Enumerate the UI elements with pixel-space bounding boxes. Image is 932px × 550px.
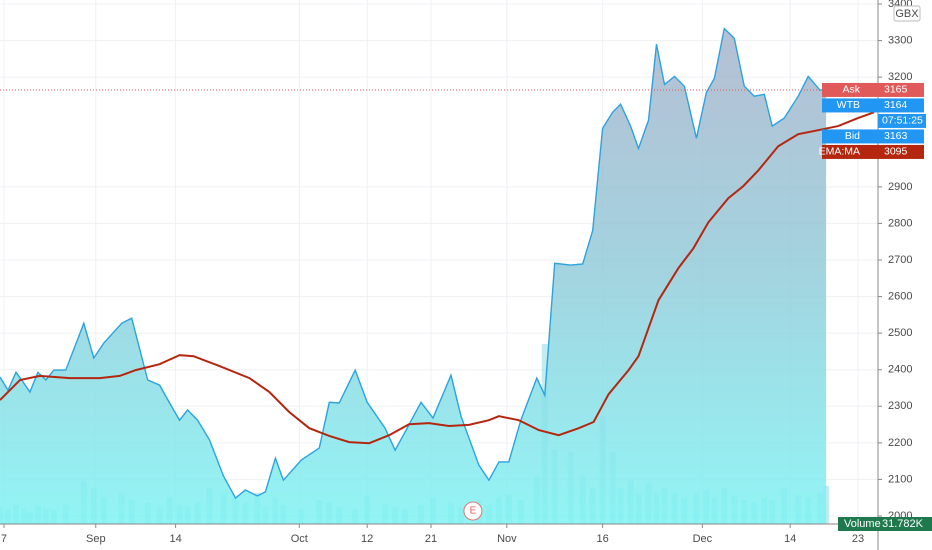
badge-name: Bid — [845, 130, 860, 142]
axes: 2000210022002300240025002600270028002900… — [1, 0, 921, 545]
volume-badge-box — [838, 517, 932, 531]
badges: Ask 3165 WTB 3164 07:51:25 Bid 3163 EMA:MA 3095 V… — [463, 82, 932, 531]
volume-bar — [823, 485, 830, 524]
badge-value: 3164 — [884, 99, 908, 111]
y-tick-label: 2700 — [888, 254, 912, 266]
x-tick-label: Dec — [693, 533, 713, 545]
y-tick-label: 2200 — [888, 437, 912, 449]
y-tick-label: 2300 — [888, 400, 912, 412]
x-tick-label: 23 — [852, 533, 864, 545]
y-tick-label: 3300 — [888, 34, 912, 46]
price-badge: Ask 3165 — [822, 82, 924, 97]
badge-value-box — [878, 129, 924, 144]
volume-badge-value: 31.782K — [882, 518, 924, 530]
y-tick-label: 2400 — [888, 364, 912, 376]
y-tick-label: 3200 — [888, 71, 912, 83]
badge-value-box — [878, 144, 924, 159]
x-tick-label: 14 — [169, 533, 181, 545]
badge-name-box — [822, 82, 878, 97]
volume-badge-name: Volume — [844, 518, 881, 530]
y-tick-label: 2900 — [888, 181, 912, 193]
x-tick-label: 12 — [361, 533, 373, 545]
price-badge: EMA:MA 3095 — [819, 144, 924, 159]
x-tick-label: Nov — [497, 533, 517, 545]
y-tick-label: 2500 — [888, 327, 912, 339]
price-badge: 07:51:25 — [878, 113, 926, 128]
x-tick-label: Oct — [291, 533, 308, 545]
event-marker — [463, 501, 483, 521]
event-label: E — [470, 506, 477, 517]
plot — [0, 27, 878, 524]
countdown-box — [878, 113, 926, 128]
badge-name: EMA:MA — [819, 146, 860, 158]
price-badge: Bid 3163 — [822, 129, 924, 144]
badge-name: Ask — [842, 84, 860, 96]
y-tick-label: 2600 — [888, 290, 912, 302]
currency-label: GBX — [895, 8, 919, 20]
x-tick-label: 7 — [1, 533, 7, 545]
price-line — [0, 27, 827, 500]
badge-name-box — [822, 144, 878, 159]
currency-box — [893, 5, 921, 22]
price-badge: WTB 3164 — [822, 98, 924, 113]
badge-name-box — [822, 129, 878, 144]
x-tick-label: 21 — [425, 533, 437, 545]
badge-value-box — [878, 82, 924, 97]
price-area — [0, 28, 827, 524]
badge-value-box — [878, 98, 924, 113]
ema-line — [0, 111, 875, 445]
badge-value: 3165 — [884, 84, 908, 96]
x-tick-label: Sep — [86, 533, 106, 545]
badge-value: 3163 — [884, 130, 908, 142]
badge-name-box — [822, 98, 878, 113]
y-tick-label: 3400 — [888, 0, 912, 10]
badge-value: 3095 — [884, 146, 908, 158]
badge-name: WTB — [837, 99, 860, 111]
y-tick-label: 2100 — [888, 473, 912, 485]
countdown: 07:51:25 — [882, 115, 923, 127]
x-tick-label: 14 — [784, 533, 796, 545]
x-tick-label: 16 — [597, 533, 609, 545]
y-tick-label: 2800 — [888, 217, 912, 229]
